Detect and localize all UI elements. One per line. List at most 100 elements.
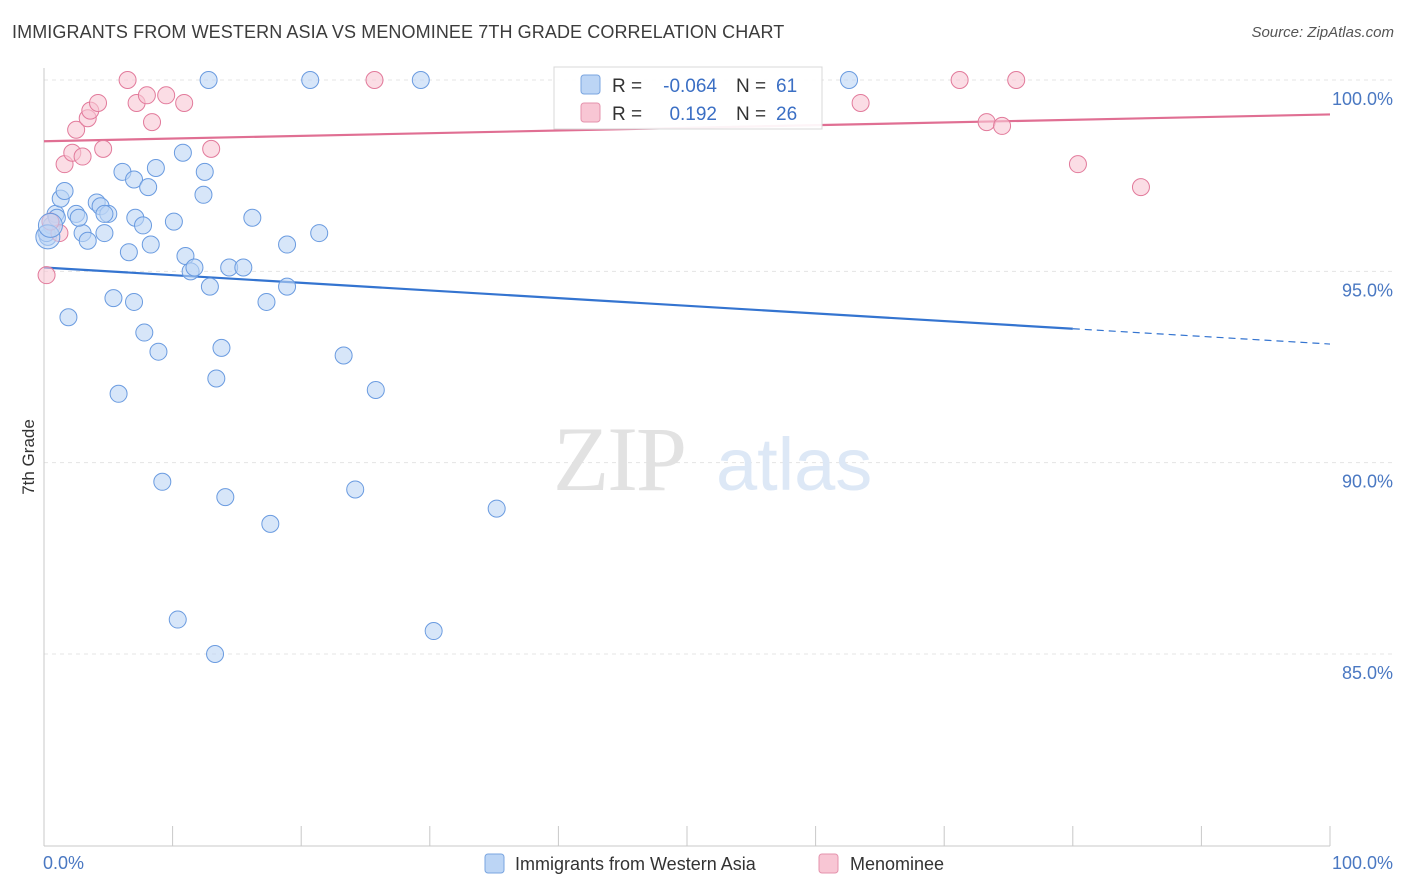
y-tick-label: 100.0% (1332, 89, 1393, 109)
stats-swatch-pink (580, 102, 601, 123)
data-point[interactable] (67, 120, 86, 139)
data-point[interactable] (950, 71, 969, 89)
stats-n-label-blue: N = (736, 76, 766, 97)
legend-label-immigrants[interactable]: Immigrants from Western Asia (515, 854, 757, 874)
data-point[interactable] (993, 116, 1012, 135)
data-point-cluster[interactable] (37, 212, 63, 238)
data-point[interactable] (135, 323, 154, 342)
data-point[interactable] (278, 235, 297, 254)
data-point[interactable] (261, 514, 280, 533)
data-point[interactable] (55, 181, 74, 200)
stats-r-label-blue: R = (612, 76, 642, 97)
data-point[interactable] (212, 338, 231, 357)
data-point[interactable] (257, 292, 276, 311)
trend-lines (43, 113, 1331, 345)
stats-r-label-pink: R = (612, 104, 642, 125)
data-point[interactable] (119, 243, 138, 262)
watermark: ZIP atlas (553, 408, 872, 510)
trend-line (43, 266, 1073, 330)
x-tick-label-min: 0.0% (43, 853, 84, 873)
data-point[interactable] (69, 208, 88, 227)
data-point[interactable] (157, 86, 176, 105)
data-point[interactable] (37, 266, 56, 285)
data-point[interactable] (149, 342, 168, 361)
data-point[interactable] (487, 499, 506, 518)
data-point[interactable] (73, 147, 92, 166)
data-point[interactable] (366, 380, 385, 399)
data-point[interactable] (153, 472, 172, 491)
data-point[interactable] (234, 258, 253, 277)
data-point[interactable] (194, 185, 213, 204)
data-point[interactable] (1131, 178, 1150, 197)
data-point[interactable] (301, 71, 320, 89)
chart-source: Source: ZipAtlas.com (1251, 24, 1394, 41)
data-point[interactable] (143, 113, 162, 132)
watermark-zip: ZIP (553, 408, 685, 510)
data-points (35, 71, 1150, 663)
data-point[interactable] (173, 143, 192, 162)
data-point[interactable] (118, 71, 137, 89)
data-point[interactable] (243, 208, 262, 227)
x-tick-label-max: 100.0% (1332, 853, 1393, 873)
data-point[interactable] (411, 71, 430, 89)
data-point[interactable] (346, 480, 365, 499)
legend-swatch-immigrants[interactable] (484, 853, 505, 874)
stats-legend-box: R = -0.064 N = 61 R = 0.192 N = 26 (553, 66, 823, 130)
data-point[interactable] (141, 235, 160, 254)
bottom-legend: Immigrants from Western Asia Menominee (484, 853, 944, 874)
data-point[interactable] (199, 71, 218, 89)
stats-n-label-pink: N = (736, 104, 766, 125)
stats-n-value-pink: 26 (776, 104, 797, 125)
stats-r-value-blue: -0.064 (663, 76, 717, 97)
data-point[interactable] (78, 231, 97, 250)
data-point[interactable] (95, 204, 114, 223)
data-point[interactable] (137, 86, 156, 105)
data-point[interactable] (164, 212, 183, 231)
data-point[interactable] (424, 622, 443, 641)
data-point[interactable] (200, 277, 219, 296)
trend-line-extension (1072, 328, 1331, 345)
data-point[interactable] (202, 139, 221, 158)
y-tick-labels: 100.0% 95.0% 90.0% 85.0% (1332, 89, 1393, 683)
x-ticks (43, 826, 1331, 846)
gridlines (44, 79, 1394, 655)
data-point[interactable] (89, 93, 108, 112)
data-point[interactable] (94, 139, 113, 158)
data-point[interactable] (851, 93, 870, 112)
y-tick-label: 90.0% (1342, 472, 1393, 492)
data-point[interactable] (977, 113, 996, 132)
data-point[interactable] (95, 224, 114, 243)
data-point[interactable] (840, 71, 859, 89)
data-point[interactable] (1007, 71, 1026, 89)
data-point[interactable] (139, 178, 158, 197)
data-point[interactable] (334, 346, 353, 365)
legend-label-menominee[interactable]: Menominee (850, 854, 944, 874)
data-point[interactable] (207, 369, 226, 388)
data-point[interactable] (109, 384, 128, 403)
data-point[interactable] (104, 289, 123, 308)
chart-title: IMMIGRANTS FROM WESTERN ASIA VS MENOMINE… (12, 22, 785, 42)
data-point[interactable] (125, 170, 144, 189)
data-point[interactable] (125, 292, 144, 311)
data-point[interactable] (216, 488, 235, 507)
stats-n-value-blue: 61 (776, 76, 797, 97)
stats-r-value-pink: 0.192 (669, 104, 717, 125)
data-point[interactable] (146, 159, 165, 178)
y-tick-label: 85.0% (1342, 663, 1393, 683)
data-point[interactable] (59, 308, 78, 327)
y-tick-label: 95.0% (1342, 280, 1393, 300)
data-point[interactable] (175, 93, 194, 112)
data-point[interactable] (168, 610, 187, 629)
data-point[interactable] (134, 216, 153, 235)
stats-swatch-blue (580, 74, 601, 95)
data-point[interactable] (185, 258, 204, 277)
data-point[interactable] (1068, 155, 1087, 174)
data-point[interactable] (365, 71, 384, 89)
data-point[interactable] (195, 162, 214, 181)
data-point[interactable] (278, 277, 297, 296)
legend-swatch-menominee[interactable] (818, 853, 839, 874)
data-point[interactable] (310, 224, 329, 243)
y-axis-label: 7th Grade (19, 419, 38, 495)
data-point[interactable] (206, 645, 225, 663)
